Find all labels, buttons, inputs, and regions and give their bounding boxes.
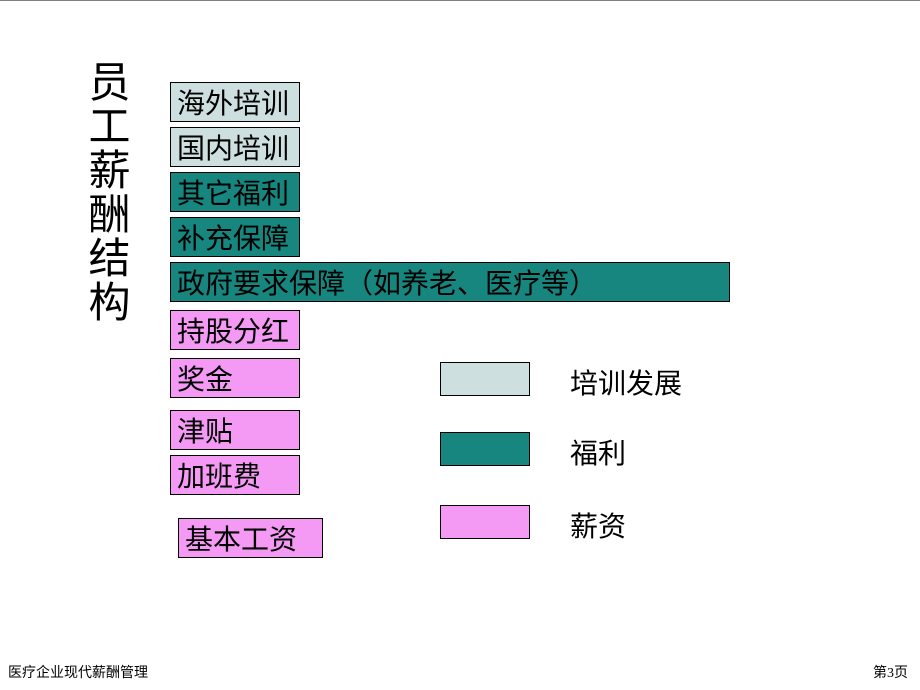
slide-title: 员工薪酬结构 [75, 60, 136, 324]
bar-overtime: 加班费 [170, 455, 300, 495]
legend-label-salary: 薪资 [570, 505, 626, 545]
bar-label: 海外培训 [177, 82, 289, 122]
bar-label: 津贴 [177, 410, 233, 450]
legend-box-training [440, 362, 530, 396]
bar-supplementary: 补充保障 [170, 217, 300, 257]
bar-label: 基本工资 [185, 518, 297, 558]
bar-allowance: 津贴 [170, 410, 300, 450]
bar-stock-dividend: 持股分红 [170, 310, 300, 350]
legend-label-training: 培训发展 [570, 362, 682, 402]
bar-label: 其它福利 [177, 172, 289, 212]
legend-label-welfare: 福利 [570, 432, 626, 472]
bar-label: 国内培训 [177, 127, 289, 167]
bar-domestic-training: 国内培训 [170, 127, 300, 167]
bar-label: 奖金 [177, 358, 233, 398]
bar-base-salary: 基本工资 [178, 518, 323, 558]
bar-label: 加班费 [177, 455, 261, 495]
footer-left: 医疗企业现代薪酬管理 [8, 662, 148, 682]
footer-right: 第3页 [873, 662, 908, 682]
legend-box-salary [440, 505, 530, 539]
slide: 员工薪酬结构 海外培训 国内培训 其它福利 补充保障 政府要求保障（如养老、医疗… [0, 0, 920, 690]
footer-divider [0, 0, 920, 1]
bar-label: 持股分红 [177, 310, 289, 350]
legend-box-welfare [440, 432, 530, 466]
bar-label: 政府要求保障（如养老、医疗等） [177, 262, 597, 302]
bar-government-insurance: 政府要求保障（如养老、医疗等） [170, 262, 730, 302]
bar-overseas-training: 海外培训 [170, 82, 300, 122]
bar-other-welfare: 其它福利 [170, 172, 300, 212]
bar-bonus: 奖金 [170, 358, 300, 398]
bar-label: 补充保障 [177, 217, 289, 257]
